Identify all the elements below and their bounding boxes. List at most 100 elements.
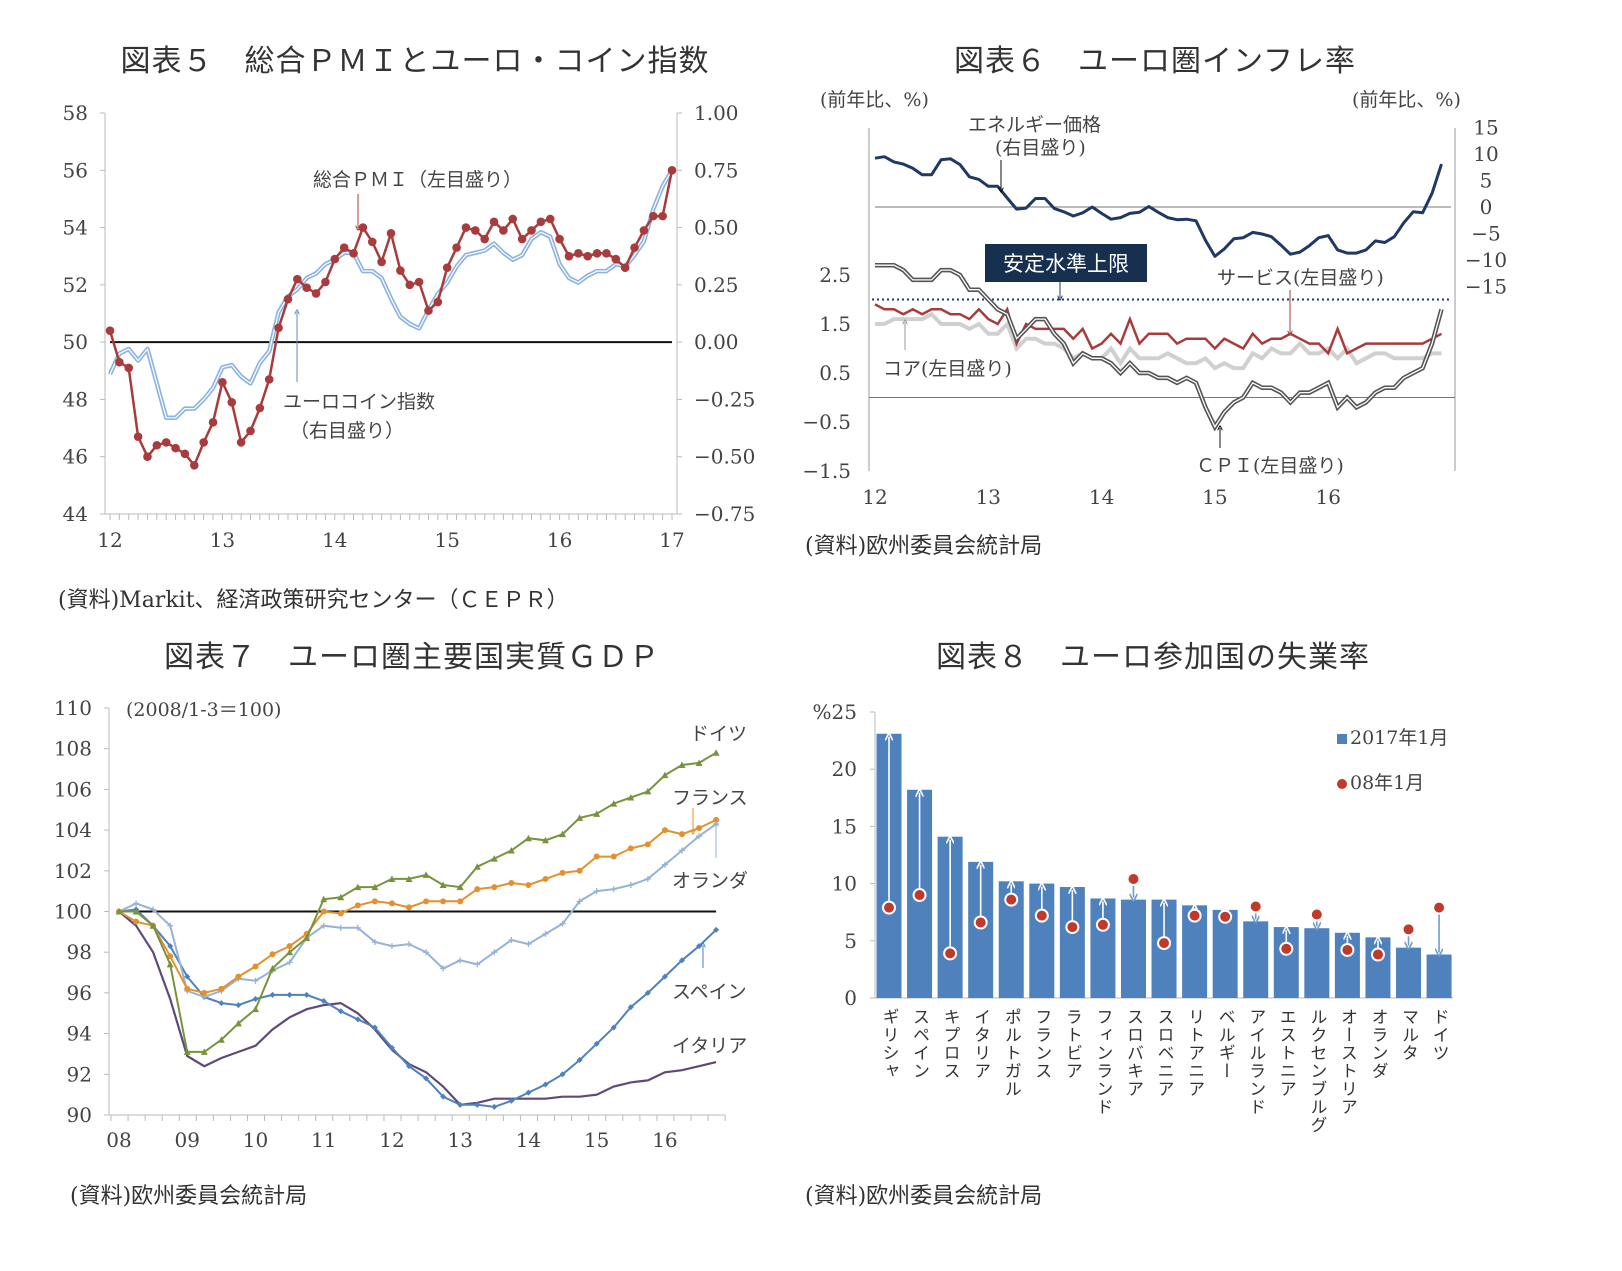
pmi-point — [171, 443, 180, 453]
unemployment-dot-2008 — [1034, 908, 1049, 923]
fig6-y-tick-label-left: 0.5 — [819, 361, 851, 385]
fig5-y-tick-label-left: 44 — [63, 502, 88, 526]
fig7-chart: 110 108 106 104 102 100 98 96 94 92 90 08 09 10 11 12 13… — [54, 696, 726, 1152]
unemployment-dot-2008 — [1370, 947, 1385, 962]
pmi-point — [246, 426, 255, 436]
fig8-y-tick-label: %25 — [813, 700, 857, 724]
pmi-point — [461, 223, 471, 232]
gdp-point-diamond — [423, 1075, 430, 1082]
pmi-point — [115, 357, 124, 367]
fig6-y-tick-label-right: 5 — [1480, 169, 1493, 193]
gdp-point-plus — [559, 920, 566, 927]
gdp-point-triangle — [542, 836, 549, 844]
gdp-point-circle — [661, 827, 668, 834]
pmi-point — [330, 254, 340, 264]
fig8-category-label: フィンランド — [1092, 1008, 1113, 1116]
fig8-category-label: スロベニア — [1153, 1008, 1174, 1098]
fig6-y-tick-label-left: 1.5 — [819, 312, 851, 336]
pmi-point — [602, 249, 611, 258]
pmi-point — [471, 226, 480, 235]
pmi-point — [527, 226, 536, 235]
pmi-point — [377, 257, 386, 267]
gdp-point-plus — [593, 888, 600, 895]
fig6-y-tick-label-right: −5 — [1471, 222, 1500, 246]
gdp-point-triangle — [695, 759, 703, 766]
unemployment-dot-2008 — [1401, 922, 1416, 937]
unemployment-dot-2008 — [912, 888, 927, 903]
gdp-point-triangle — [354, 883, 362, 891]
fig7-y-tick-label: 102 — [54, 859, 92, 883]
fig6-y-tick-label-left: −1.5 — [802, 459, 851, 483]
fig5-chart: 58 56 54 52 50 48 46 44 1.00 0.75 0.50 0.25 0.00 −0.2… — [63, 101, 756, 552]
fig8-y-tick-label: 0 — [844, 986, 857, 1010]
fig8-category-label: ギリシャ — [878, 1008, 899, 1080]
gdp-point-triangle — [712, 749, 720, 756]
fig5-y-tick-label-left: 54 — [63, 216, 88, 240]
fig6-y-tick-label-right: 10 — [1473, 142, 1498, 166]
fig7-germany-label: ドイツ — [690, 723, 748, 745]
fig7-x-tick-label: 12 — [379, 1128, 404, 1152]
fig8-source: (資料)欧州委員会統計局 — [805, 1184, 1043, 1209]
fig8-category-label: エストニア — [1275, 1008, 1296, 1098]
pmi-point — [293, 274, 302, 284]
unemployment-bar-2017 — [1212, 909, 1238, 998]
unemployment-bar-2017 — [1396, 947, 1422, 998]
unemployment-bar-2017 — [1243, 921, 1269, 998]
unemployment-dot-2008 — [973, 915, 988, 930]
gdp-point-triangle — [303, 934, 311, 941]
pmi-point — [311, 289, 321, 298]
gdp-point-circle — [678, 831, 685, 838]
fig5-x-tick-label: 17 — [659, 528, 684, 552]
pmi-point — [611, 254, 621, 264]
fig6-y-tick-label-right: 15 — [1473, 116, 1498, 140]
gdp-point-diamond — [184, 973, 191, 980]
fig8-y-tick-label: 20 — [832, 757, 857, 781]
fig5-y-tick-label-left: 50 — [63, 330, 88, 354]
fig6-energy-axis-label: (右目盛り) — [995, 137, 1086, 159]
pmi-point — [667, 165, 677, 175]
gdp-point-circle — [644, 841, 651, 848]
gdp-point-plus — [491, 949, 498, 956]
fig5-title: 図表５ 総合ＰＭＩとユーロ・コイン指数 — [120, 44, 710, 79]
gdp-point-triangle — [183, 1048, 191, 1055]
fig6-x-tick-label: 13 — [976, 485, 1001, 509]
gdp-point-diamond — [661, 973, 668, 980]
unemployment-dot-2008 — [1218, 909, 1233, 924]
fig5-y-tick-label-right: 0.50 — [694, 216, 739, 240]
gdp-point-diamond — [371, 1024, 378, 1031]
legend-bar-label: 2017年1月 — [1350, 727, 1449, 749]
fig5-y-tick-label-right: −0.75 — [694, 502, 755, 526]
unemployment-bar-2017 — [1120, 899, 1146, 998]
legend-bar-swatch — [1337, 734, 1347, 744]
fig6-y-tick-label-right: −10 — [1465, 248, 1507, 272]
pmi-point — [648, 211, 658, 221]
gdp-point-plus — [423, 949, 430, 956]
gdp-point-diamond — [508, 1097, 515, 1104]
fig5-pmi-label: 総合ＰＭＩ（左目盛り） — [313, 169, 523, 191]
fig8-category-label: マルタ — [1398, 1008, 1419, 1062]
legend-dot-label: 08年1月 — [1350, 772, 1425, 794]
fig5-y-tick-label-right: −0.25 — [694, 387, 755, 411]
gdp-point-circle — [269, 951, 276, 958]
fig6-energy-label: エネルギー価格 — [968, 114, 1102, 136]
gdp-point-triangle — [627, 794, 635, 801]
fig8-y-tick-label: 10 — [832, 872, 857, 896]
fig7-y-tick-label: 92 — [67, 1062, 92, 1086]
fig5-y-tick-label-right: 0.00 — [694, 330, 739, 354]
pmi-point — [339, 243, 349, 252]
gdp-point-circle — [133, 918, 140, 925]
gdp-line-3 — [118, 908, 717, 1108]
fig7-y-tick-label: 90 — [67, 1103, 92, 1127]
gdp-point-triangle — [115, 908, 123, 915]
gdp-point-plus — [150, 906, 157, 913]
fig5-y-tick-label-right: 0.75 — [694, 158, 739, 182]
gdp-line-0 — [119, 751, 717, 1053]
pmi-point — [489, 217, 499, 227]
fig7-y-tick-label: 110 — [54, 696, 92, 720]
gdp-point-circle — [423, 898, 430, 905]
gdp-point-triangle — [405, 875, 413, 882]
fig8-category-label: ルクセンブルグ — [1306, 1008, 1327, 1134]
unemployment-dot-2008 — [1432, 900, 1447, 915]
gdp-point-circle — [218, 985, 225, 992]
gdp-point-triangle — [456, 883, 464, 891]
